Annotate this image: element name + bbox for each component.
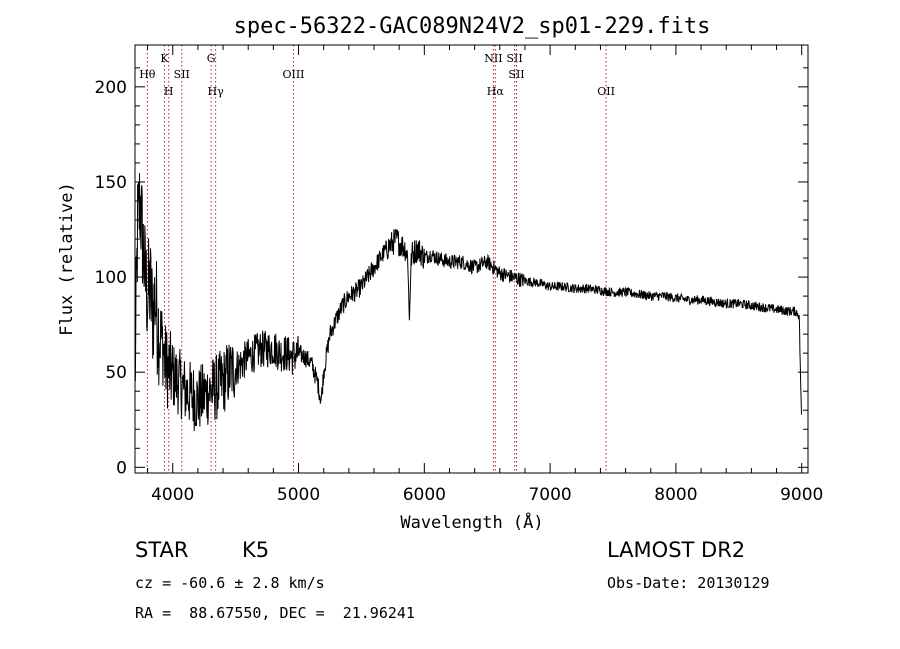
y-axis-label: Flux (relative) bbox=[57, 182, 77, 336]
x-tick-label-1: 5000 bbox=[277, 485, 320, 505]
y-tick-label-4: 200 bbox=[95, 78, 127, 98]
plot-frame bbox=[134, 44, 809, 474]
y-tick-label-1: 50 bbox=[105, 363, 127, 383]
spectral-line-label-9: SII bbox=[507, 52, 523, 65]
y-tick-label-2: 100 bbox=[95, 268, 127, 288]
spectral-line-label-6: OIII bbox=[282, 68, 304, 81]
spectrum-series bbox=[134, 173, 802, 432]
spectral-line-label-0: Hθ bbox=[139, 68, 156, 81]
x-tick-label-3: 7000 bbox=[528, 485, 571, 505]
y-axis-ticks: 0 50 100 150 200 bbox=[95, 67, 808, 478]
spectral-line-label-3: SII bbox=[174, 68, 190, 81]
x-tick-label-0: 4000 bbox=[151, 485, 194, 505]
redshift-velocity: cz = -60.6 ± 2.8 km/s bbox=[135, 574, 325, 592]
spectral-line-label-2: H bbox=[164, 85, 174, 98]
spectral-line-label-7: NII bbox=[484, 52, 502, 65]
x-tick-label-4: 8000 bbox=[654, 485, 697, 505]
spectral-line-label-11: OII bbox=[597, 85, 615, 98]
x-axis-label: Wavelength (Å) bbox=[400, 511, 543, 533]
observation-date: Obs-Date: 20130129 bbox=[607, 574, 770, 592]
object-subclass: K5 bbox=[242, 538, 270, 562]
spectral-line-label-10: SII bbox=[508, 68, 524, 81]
object-class: STAR bbox=[135, 538, 189, 562]
ra-dec-coordinates: RA = 88.67550, DEC = 21.96241 bbox=[135, 604, 415, 622]
survey-name: LAMOST DR2 bbox=[607, 538, 746, 562]
spectral-line-label-1: K bbox=[160, 52, 169, 65]
spectral-line-label-4: G bbox=[207, 52, 216, 65]
x-tick-label-5: 9000 bbox=[780, 485, 823, 505]
x-axis-ticks: 4000 5000 6000 7000 8000 9000 bbox=[147, 45, 823, 505]
y-tick-label-3: 150 bbox=[95, 173, 127, 193]
spectral-line-label-5: Hγ bbox=[208, 85, 225, 98]
flux-series-line bbox=[134, 173, 802, 432]
x-tick-label-2: 6000 bbox=[403, 485, 446, 505]
chart-title: spec-56322-GAC089N24V2_sp01-229.fits bbox=[234, 14, 711, 39]
y-tick-label-0: 0 bbox=[116, 458, 127, 478]
spectral-line-label-8: Hα bbox=[487, 85, 505, 98]
